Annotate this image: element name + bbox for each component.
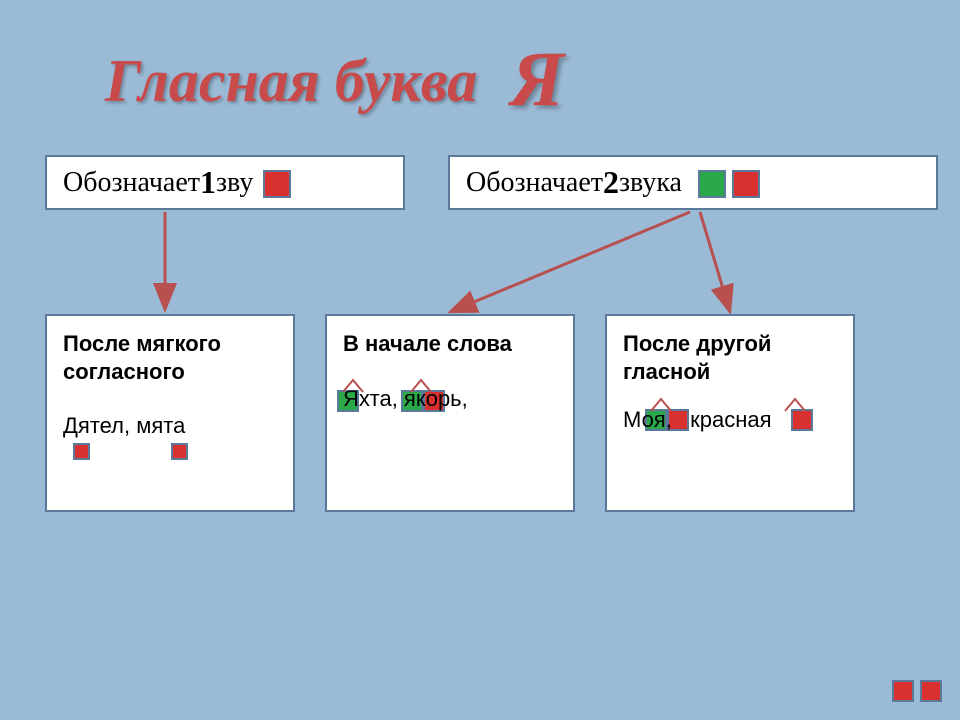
- nav-squares: [892, 680, 942, 702]
- bb2-heading: В начале слова: [343, 330, 557, 358]
- title-letter: Я: [510, 35, 564, 122]
- top1-before: Обозначает: [63, 167, 200, 199]
- top2-after: звука: [619, 167, 682, 199]
- top-box-two-sounds: Обозначает 2 звука: [448, 155, 938, 210]
- top1-after: зву: [216, 167, 253, 199]
- bb2-example-row: Яхта, якорь,: [343, 386, 557, 446]
- bb1-heading: После мягкого согласного: [63, 330, 277, 385]
- bb3-example: Моя, красная: [623, 407, 837, 433]
- sound-square-icon: [698, 170, 726, 198]
- sound-square-icon: [732, 170, 760, 198]
- sound-square-icon: [263, 170, 291, 198]
- top1-num: 1: [200, 164, 216, 201]
- bottom-box-after-soft-consonant: После мягкого согласного Дятел, мята: [45, 314, 295, 512]
- bb3-heading: После другой гласной: [623, 330, 837, 385]
- bottom-box-word-start: В начале слова Яхта, якорь,: [325, 314, 575, 512]
- top1-squares: [257, 167, 291, 199]
- bb1-example-row: Дятел, мята: [63, 413, 277, 473]
- top2-num: 2: [603, 164, 619, 201]
- nav-next-icon[interactable]: [920, 680, 942, 702]
- top2-before: Обозначает: [466, 167, 603, 199]
- top-box-one-sound: Обозначает 1 зву: [45, 155, 405, 210]
- bb1-vmarks: [63, 403, 313, 463]
- nav-prev-icon[interactable]: [892, 680, 914, 702]
- top2-squares: [692, 167, 760, 199]
- slide-title: Гласная буква Я: [105, 30, 564, 120]
- bottom-box-after-vowel: После другой гласной Моя, красная: [605, 314, 855, 512]
- title-main: Гласная буква: [105, 48, 477, 114]
- bb2-example: Яхта, якорь,: [343, 386, 557, 412]
- bb3-example-row: Моя, красная: [623, 407, 837, 467]
